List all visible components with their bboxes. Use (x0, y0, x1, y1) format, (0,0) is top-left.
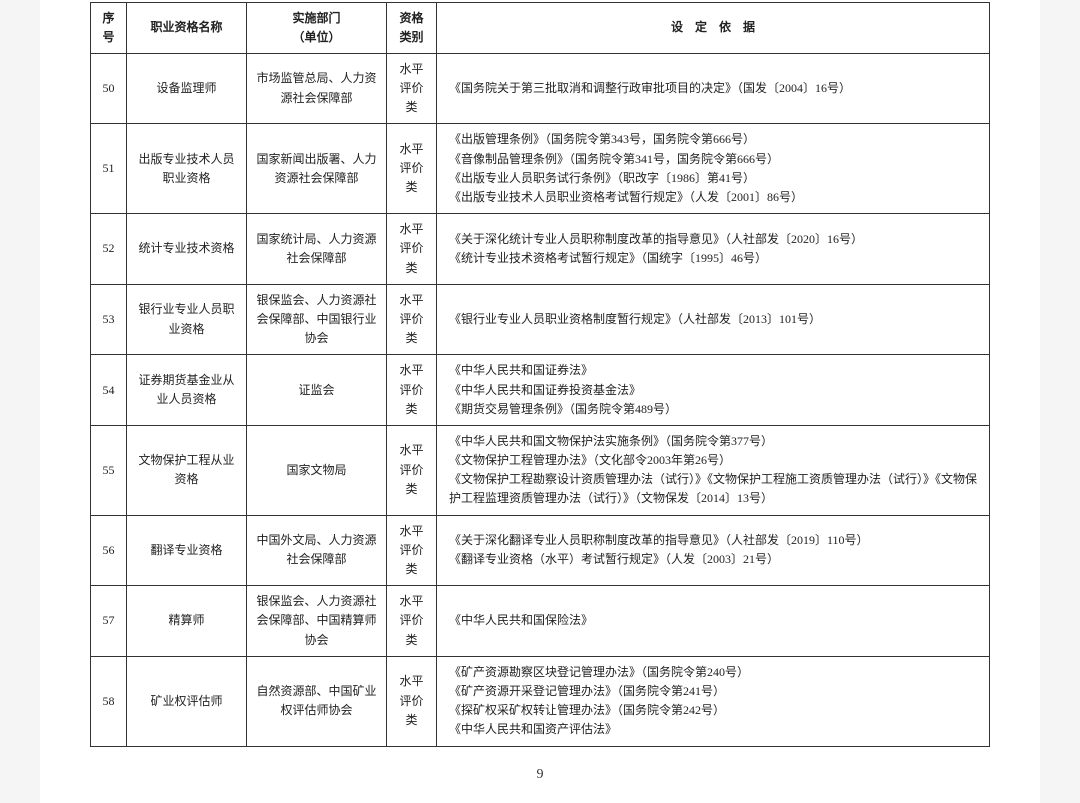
cell-cat: 水平评价类 (387, 425, 437, 515)
cell-cat: 水平评价类 (387, 586, 437, 657)
cell-seq: 51 (91, 124, 127, 214)
cell-dept: 市场监管总局、人力资源社会保障部 (247, 53, 387, 124)
cell-basis: 《中华人民共和国文物保护法实施条例》（国务院令第377号）《文物保护工程管理办法… (437, 425, 990, 515)
cell-dept: 中国外文局、人力资源社会保障部 (247, 515, 387, 586)
cell-dept: 自然资源部、中国矿业权评估师协会 (247, 656, 387, 746)
basis-line: 《矿产资源开采登记管理办法》（国务院令第241号） (449, 682, 981, 701)
table-row: 56翻译专业资格中国外文局、人力资源社会保障部水平评价类《关于深化翻译专业人员职… (91, 515, 990, 586)
basis-line: 《关于深化统计专业人员职称制度改革的指导意见》（人社部发〔2020〕16号） (449, 230, 981, 249)
basis-line: 《关于深化翻译专业人员职称制度改革的指导意见》（人社部发〔2019〕110号） (449, 531, 981, 550)
cell-name: 精算师 (127, 586, 247, 657)
cell-seq: 53 (91, 284, 127, 355)
basis-line: 《出版管理条例》（国务院令第343号，国务院令第666号） (449, 130, 981, 149)
basis-line: 《中华人民共和国文物保护法实施条例》（国务院令第377号） (449, 432, 981, 451)
basis-line: 《探矿权采矿权转让管理办法》（国务院令第242号） (449, 701, 981, 720)
table-body: 50设备监理师市场监管总局、人力资源社会保障部水平评价类《国务院关于第三批取消和… (91, 53, 990, 746)
cell-seq: 54 (91, 355, 127, 426)
page-number: 9 (90, 767, 990, 783)
cell-seq: 50 (91, 53, 127, 124)
header-seq: 序号 (91, 2, 127, 53)
table-row: 58矿业权评估师自然资源部、中国矿业权评估师协会水平评价类《矿产资源勘察区块登记… (91, 656, 990, 746)
table-header: 序号 职业资格名称 实施部门 （单位） 资格 类别 设 定 依 据 (91, 2, 990, 53)
table-row: 53银行业专业人员职业资格银保监会、人力资源社会保障部、中国银行业协会水平评价类… (91, 284, 990, 355)
cell-seq: 52 (91, 214, 127, 285)
cell-dept: 银保监会、人力资源社会保障部、中国精算师协会 (247, 586, 387, 657)
cell-dept: 国家新闻出版署、人力资源社会保障部 (247, 124, 387, 214)
table-row: 57精算师银保监会、人力资源社会保障部、中国精算师协会水平评价类《中华人民共和国… (91, 586, 990, 657)
basis-line: 《国务院关于第三批取消和调整行政审批项目的决定》（国发〔2004〕16号） (449, 79, 981, 98)
cell-dept: 证监会 (247, 355, 387, 426)
basis-line: 《银行业专业人员职业资格制度暂行规定》（人社部发〔2013〕101号） (449, 310, 981, 329)
cell-basis: 《银行业专业人员职业资格制度暂行规定》（人社部发〔2013〕101号） (437, 284, 990, 355)
cell-cat: 水平评价类 (387, 124, 437, 214)
basis-line: 《统计专业技术资格考试暂行规定》（国统字〔1995〕46号） (449, 249, 981, 268)
basis-line: 《音像制品管理条例》（国务院令第341号，国务院令第666号） (449, 150, 981, 169)
basis-line: 《矿产资源勘察区块登记管理办法》（国务院令第240号） (449, 663, 981, 682)
basis-line: 《中华人民共和国证券投资基金法》 (449, 381, 981, 400)
cell-seq: 57 (91, 586, 127, 657)
cell-basis: 《中华人民共和国证券法》《中华人民共和国证券投资基金法》《期货交易管理条例》（国… (437, 355, 990, 426)
cell-cat: 水平评价类 (387, 515, 437, 586)
cell-cat: 水平评价类 (387, 53, 437, 124)
cell-name: 翻译专业资格 (127, 515, 247, 586)
cell-cat: 水平评价类 (387, 656, 437, 746)
basis-line: 《中华人民共和国资产评估法》 (449, 720, 981, 739)
cell-name: 证券期货基金业从业人员资格 (127, 355, 247, 426)
document-page: 序号 职业资格名称 实施部门 （单位） 资格 类别 设 定 依 据 50设备监理… (40, 0, 1040, 803)
basis-line: 《期货交易管理条例》（国务院令第489号） (449, 400, 981, 419)
basis-line: 《文物保护工程管理办法》（文化部令2003年第26号） (449, 451, 981, 470)
header-dept-line2: （单位） (292, 30, 340, 44)
header-dept: 实施部门 （单位） (247, 2, 387, 53)
basis-line: 《文物保护工程勘察设计资质管理办法（试行）》《文物保护工程施工资质管理办法（试行… (449, 470, 981, 508)
basis-line: 《出版专业人员职务试行条例》（职改字〔1986〕第41号） (449, 169, 981, 188)
cell-dept: 国家文物局 (247, 425, 387, 515)
cell-basis: 《中华人民共和国保险法》 (437, 586, 990, 657)
cell-name: 文物保护工程从业资格 (127, 425, 247, 515)
header-basis: 设 定 依 据 (437, 2, 990, 53)
cell-cat: 水平评价类 (387, 214, 437, 285)
cell-name: 出版专业技术人员职业资格 (127, 124, 247, 214)
table-row: 55文物保护工程从业资格国家文物局水平评价类《中华人民共和国文物保护法实施条例》… (91, 425, 990, 515)
basis-line: 《翻译专业资格（水平）考试暂行规定》（人发〔2003〕21号） (449, 550, 981, 569)
table-row: 51出版专业技术人员职业资格国家新闻出版署、人力资源社会保障部水平评价类《出版管… (91, 124, 990, 214)
basis-line: 《中华人民共和国证券法》 (449, 361, 981, 380)
cell-cat: 水平评价类 (387, 355, 437, 426)
table-row: 52统计专业技术资格国家统计局、人力资源社会保障部水平评价类《关于深化统计专业人… (91, 214, 990, 285)
cell-name: 矿业权评估师 (127, 656, 247, 746)
cell-seq: 56 (91, 515, 127, 586)
cell-basis: 《矿产资源勘察区块登记管理办法》（国务院令第240号）《矿产资源开采登记管理办法… (437, 656, 990, 746)
header-cat-line1: 资格 (399, 11, 423, 25)
header-dept-line1: 实施部门 (292, 11, 340, 25)
cell-name: 设备监理师 (127, 53, 247, 124)
cell-name: 统计专业技术资格 (127, 214, 247, 285)
header-cat-line2: 类别 (399, 30, 423, 44)
header-cat: 资格 类别 (387, 2, 437, 53)
basis-line: 《出版专业技术人员职业资格考试暂行规定》（人发〔2001〕86号） (449, 188, 981, 207)
cell-seq: 55 (91, 425, 127, 515)
cell-dept: 银保监会、人力资源社会保障部、中国银行业协会 (247, 284, 387, 355)
cell-basis: 《国务院关于第三批取消和调整行政审批项目的决定》（国发〔2004〕16号） (437, 53, 990, 124)
cell-seq: 58 (91, 656, 127, 746)
basis-line: 《中华人民共和国保险法》 (449, 611, 981, 630)
cell-name: 银行业专业人员职业资格 (127, 284, 247, 355)
cell-cat: 水平评价类 (387, 284, 437, 355)
table-row: 50设备监理师市场监管总局、人力资源社会保障部水平评价类《国务院关于第三批取消和… (91, 53, 990, 124)
cell-basis: 《关于深化翻译专业人员职称制度改革的指导意见》（人社部发〔2019〕110号）《… (437, 515, 990, 586)
header-name: 职业资格名称 (127, 2, 247, 53)
cell-basis: 《出版管理条例》（国务院令第343号，国务院令第666号）《音像制品管理条例》（… (437, 124, 990, 214)
qualification-table: 序号 职业资格名称 实施部门 （单位） 资格 类别 设 定 依 据 50设备监理… (90, 2, 990, 747)
table-row: 54证券期货基金业从业人员资格证监会水平评价类《中华人民共和国证券法》《中华人民… (91, 355, 990, 426)
cell-basis: 《关于深化统计专业人员职称制度改革的指导意见》（人社部发〔2020〕16号）《统… (437, 214, 990, 285)
cell-dept: 国家统计局、人力资源社会保障部 (247, 214, 387, 285)
